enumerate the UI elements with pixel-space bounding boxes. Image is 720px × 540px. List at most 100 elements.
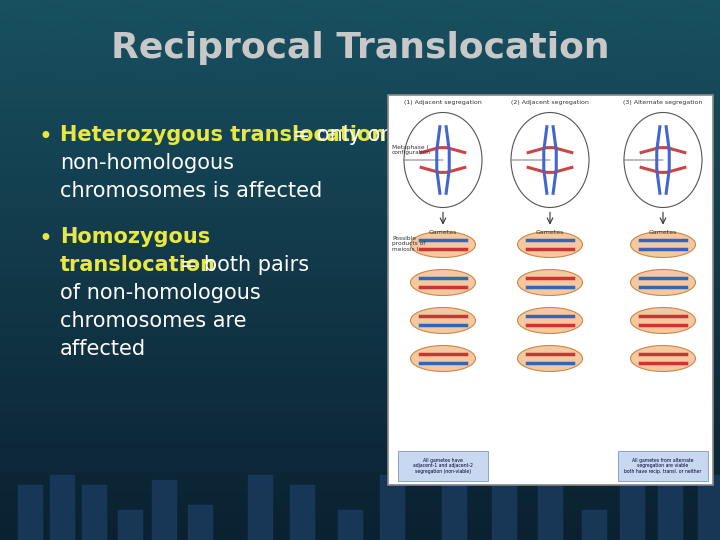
Ellipse shape xyxy=(410,232,475,258)
Text: (3) Alternate segregation: (3) Alternate segregation xyxy=(624,100,703,105)
Bar xyxy=(0,141,720,149)
Bar xyxy=(0,338,720,345)
Ellipse shape xyxy=(410,346,475,372)
Bar xyxy=(0,115,720,122)
Bar xyxy=(0,526,720,534)
Bar xyxy=(698,475,720,540)
Ellipse shape xyxy=(518,269,582,295)
Bar xyxy=(0,256,720,263)
Bar xyxy=(442,485,466,540)
Bar xyxy=(0,230,720,237)
Text: All gametes from alternate
segregation are viable
both have recip. transl. or ne: All gametes from alternate segregation a… xyxy=(624,458,702,474)
Bar xyxy=(0,357,720,364)
Text: non-homologous: non-homologous xyxy=(60,153,234,173)
Bar xyxy=(118,510,142,540)
Bar xyxy=(0,378,720,384)
Bar xyxy=(0,6,720,14)
Ellipse shape xyxy=(518,346,582,372)
Bar xyxy=(0,291,720,297)
Bar xyxy=(0,513,720,519)
Bar xyxy=(0,33,720,40)
Bar xyxy=(0,148,720,156)
Text: chromosomes are: chromosomes are xyxy=(60,311,246,331)
Text: Gametes: Gametes xyxy=(429,231,457,235)
Bar xyxy=(290,485,314,540)
Bar xyxy=(82,485,106,540)
Text: affected: affected xyxy=(60,339,146,359)
Bar xyxy=(0,263,720,270)
Bar xyxy=(0,297,720,303)
Text: (2) Adjacent segregation: (2) Adjacent segregation xyxy=(511,100,589,105)
Bar xyxy=(658,485,682,540)
Bar xyxy=(0,426,720,432)
Bar xyxy=(538,485,562,540)
Bar xyxy=(388,95,713,485)
Bar xyxy=(0,87,720,94)
Text: (1) Adjacent segregation: (1) Adjacent segregation xyxy=(404,100,482,105)
Bar xyxy=(0,20,720,27)
Text: of non-homologous: of non-homologous xyxy=(60,283,261,303)
Bar xyxy=(0,102,720,108)
Bar xyxy=(0,270,720,276)
Bar xyxy=(0,310,720,317)
Ellipse shape xyxy=(631,232,696,258)
Ellipse shape xyxy=(631,269,696,295)
Bar xyxy=(0,519,720,526)
Bar xyxy=(0,364,720,372)
Bar xyxy=(0,411,720,418)
Bar xyxy=(0,237,720,243)
Bar xyxy=(0,222,720,230)
Bar xyxy=(0,189,720,195)
Bar xyxy=(0,453,720,459)
Text: Metaphase I
configuration: Metaphase I configuration xyxy=(392,145,431,156)
Bar xyxy=(0,372,720,378)
Bar xyxy=(380,475,404,540)
Text: translocation: translocation xyxy=(60,255,216,275)
Bar xyxy=(0,405,720,411)
Bar xyxy=(0,392,720,399)
Bar xyxy=(0,128,720,135)
Bar xyxy=(0,492,720,500)
Bar xyxy=(0,183,720,189)
Bar xyxy=(618,451,708,481)
Ellipse shape xyxy=(631,307,696,334)
Bar xyxy=(0,459,720,465)
Bar xyxy=(0,216,720,222)
Bar xyxy=(0,384,720,391)
Text: Reciprocal Translocation: Reciprocal Translocation xyxy=(111,31,609,65)
Bar xyxy=(0,330,720,338)
Ellipse shape xyxy=(631,346,696,372)
Bar xyxy=(0,108,720,115)
Bar xyxy=(0,399,720,405)
Bar xyxy=(0,249,720,256)
Bar xyxy=(0,195,720,202)
Text: = only one pair of: = only one pair of xyxy=(287,125,480,145)
Bar xyxy=(398,451,488,481)
Bar xyxy=(0,162,720,168)
Bar xyxy=(0,60,720,68)
Bar xyxy=(0,276,720,284)
Bar xyxy=(0,14,720,20)
Ellipse shape xyxy=(518,232,582,258)
Bar xyxy=(0,209,720,216)
Bar xyxy=(0,176,720,183)
Text: Gametes: Gametes xyxy=(649,231,678,235)
Text: chromosomes is affected: chromosomes is affected xyxy=(60,181,323,201)
Ellipse shape xyxy=(518,307,582,334)
Bar xyxy=(582,510,606,540)
Bar xyxy=(0,94,720,102)
Bar xyxy=(0,324,720,330)
Bar xyxy=(0,122,720,128)
Ellipse shape xyxy=(410,269,475,295)
Bar xyxy=(0,480,720,486)
Bar xyxy=(0,243,720,249)
Text: Gametes: Gametes xyxy=(536,231,564,235)
Bar xyxy=(0,202,720,209)
Text: Homozygous: Homozygous xyxy=(60,227,210,247)
Bar xyxy=(0,351,720,357)
Bar xyxy=(0,47,720,54)
Ellipse shape xyxy=(410,307,475,334)
Text: Heterozygous translocation: Heterozygous translocation xyxy=(60,125,386,145)
Bar xyxy=(0,156,720,162)
Bar xyxy=(0,284,720,291)
